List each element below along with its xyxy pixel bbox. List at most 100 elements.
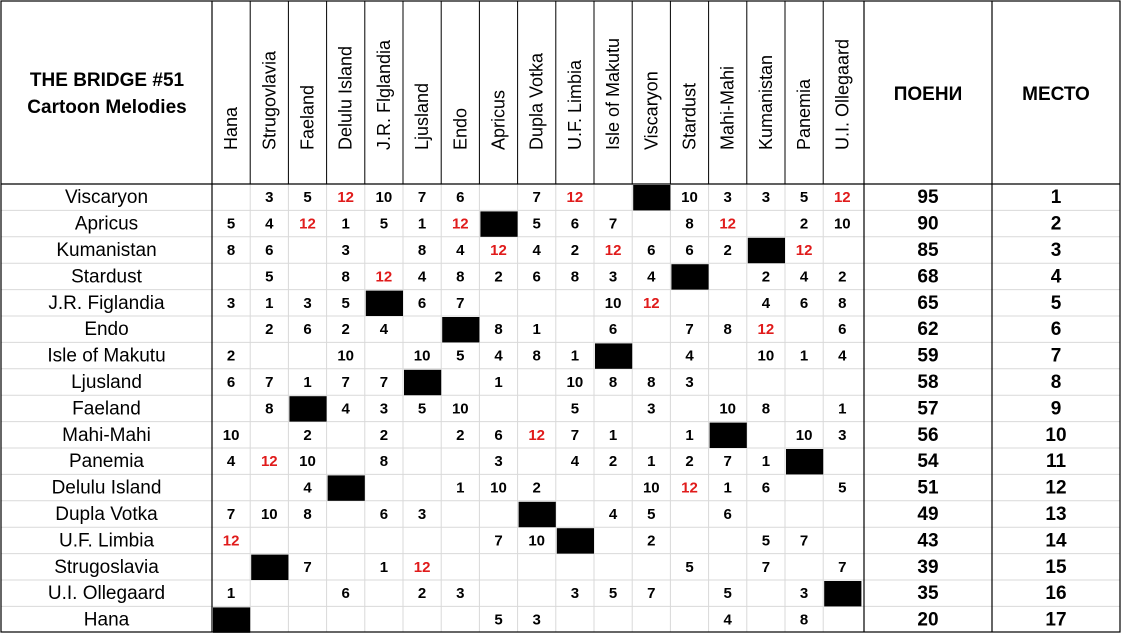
column-header: Hana (221, 106, 241, 150)
vote-value: 3 (838, 427, 846, 444)
vote-value: 4 (724, 612, 733, 629)
final-place: 8 (1051, 372, 1062, 393)
column-headers: Hana Strugovlavia Faeland Delulu Island J.R.… (221, 38, 852, 150)
vote-value: 4 (838, 348, 847, 365)
vote-value: 4 (227, 453, 236, 470)
vote-value: 1 (762, 453, 770, 470)
vote-value: 10 (414, 348, 431, 365)
final-place: 9 (1051, 398, 1062, 419)
vote-value: 12 (719, 216, 736, 233)
vote-value: 10 (834, 216, 851, 233)
vote-value: 5 (265, 268, 273, 285)
row-country-name: U.F. Limbia (59, 530, 154, 551)
vote-value: 3 (762, 189, 770, 206)
table-row: Isle of Makutu 2 10 10 5 4 8 1 4 10 1 4 59 7 (47, 346, 1061, 367)
vote-value: 7 (800, 532, 808, 549)
vote-value: 7 (227, 506, 235, 523)
vote-value: 12 (223, 532, 240, 549)
vote-value: 2 (265, 321, 273, 338)
total-points: 35 (917, 583, 939, 604)
vote-value: 12 (758, 321, 775, 338)
row-country-name: Isle of Makutu (47, 346, 165, 367)
column-header: Ljusland (412, 83, 432, 150)
vote-value: 5 (609, 585, 617, 602)
vote-value: 4 (265, 216, 274, 233)
vote-value: 1 (265, 295, 273, 312)
final-place: 5 (1051, 293, 1062, 314)
self-vote-cell (327, 475, 365, 501)
vote-value: 3 (571, 585, 579, 602)
column-header: Dupla Votka (527, 52, 547, 150)
vote-value: 7 (609, 216, 617, 233)
row-country-name: Apricus (75, 214, 138, 235)
total-points: 85 (917, 240, 939, 261)
column-header: Strugovlavia (259, 50, 279, 150)
vote-value: 3 (227, 295, 235, 312)
vote-value: 1 (685, 427, 693, 444)
vote-value: 10 (796, 427, 813, 444)
vote-value: 7 (838, 559, 846, 576)
vote-value: 10 (376, 189, 393, 206)
vote-value: 10 (719, 400, 736, 417)
vote-value: 5 (494, 612, 502, 629)
vote-value: 4 (303, 480, 312, 497)
vote-value: 10 (643, 480, 660, 497)
vote-value: 2 (762, 268, 770, 285)
vote-value: 3 (647, 400, 655, 417)
vote-value: 1 (303, 374, 311, 391)
table-row: Ljusland 6 7 1 7 7 1 10 8 8 3 58 8 (71, 372, 1061, 393)
vote-value: 12 (337, 189, 354, 206)
vote-value: 7 (342, 374, 350, 391)
vote-value: 7 (380, 374, 388, 391)
vote-value: 10 (337, 348, 354, 365)
self-vote-cell (556, 528, 594, 554)
vote-value: 12 (376, 268, 393, 285)
row-country-name: Kumanistan (56, 240, 156, 261)
vote-value: 12 (681, 480, 698, 497)
self-vote-cell (480, 211, 518, 237)
final-place: 10 (1045, 425, 1066, 446)
column-header: Stardust (680, 83, 700, 150)
vote-value: 7 (418, 189, 426, 206)
vote-value: 4 (342, 400, 351, 417)
vote-value: 6 (342, 585, 350, 602)
row-country-name: Ljusland (71, 372, 142, 393)
vote-value: 12 (490, 242, 507, 259)
vote-value: 5 (838, 480, 846, 497)
vote-value: 12 (643, 295, 660, 312)
column-header: Panemia (794, 78, 814, 150)
vote-value: 10 (452, 400, 469, 417)
vote-value: 5 (724, 585, 732, 602)
self-vote-cells (213, 185, 862, 633)
vote-value: 10 (758, 348, 775, 365)
vote-value: 12 (605, 242, 622, 259)
self-vote-cell (671, 264, 709, 290)
vote-value: 8 (380, 453, 388, 470)
vote-value: 5 (685, 559, 693, 576)
vote-value: 10 (261, 506, 278, 523)
vote-value: 3 (418, 506, 426, 523)
vote-value: 3 (265, 189, 273, 206)
vote-value: 5 (571, 400, 579, 417)
self-vote-cell (289, 396, 327, 422)
final-place: 15 (1045, 557, 1067, 578)
vote-value: 3 (533, 612, 541, 629)
vote-value: 2 (418, 585, 426, 602)
self-vote-cell (786, 449, 824, 475)
vote-value: 1 (227, 585, 235, 602)
final-place: 2 (1051, 214, 1062, 235)
self-vote-cell (747, 237, 785, 264)
points-header: ПОЕНИ (894, 84, 963, 105)
total-points: 58 (917, 372, 938, 393)
vote-value: 6 (303, 321, 311, 338)
vote-value: 4 (418, 268, 427, 285)
vote-value: 5 (762, 532, 770, 549)
vote-value: 7 (685, 321, 693, 338)
vote-value: 6 (533, 268, 541, 285)
vote-value: 1 (533, 321, 541, 338)
vote-value: 1 (418, 216, 426, 233)
table-row: U.I. Ollegaard 1 6 2 3 3 5 7 5 3 35 16 (48, 583, 1067, 604)
self-vote-cell (633, 185, 671, 211)
vote-value: 8 (800, 612, 808, 629)
